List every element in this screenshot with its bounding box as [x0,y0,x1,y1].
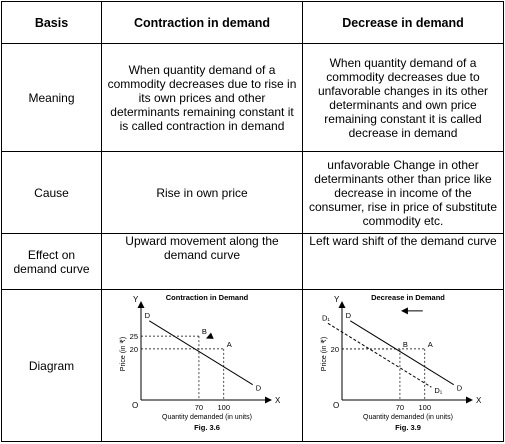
y-tick-label-0: 20 [331,345,339,354]
x-tick-label-1: 100 [419,403,432,412]
x-axis-letter: X [275,396,281,405]
diagram-decrease-cell: Decrease in Demand Y X O Quantity demanded (… [302,289,504,442]
chart-contraction-in-demand: Contraction in Demand Y X O Quantity demande… [119,293,281,432]
chart-title: Decrease in Demand [371,293,445,302]
movement-arrow [206,332,214,339]
demand-curve-1 [327,322,432,388]
origin-label: O [333,401,339,410]
chart-title: Contraction in Demand [166,293,249,302]
header-row: Basis Contraction in demand Decrease in … [1,1,504,44]
demand-curve-0 [149,320,253,386]
demand-curve-0 [350,320,454,386]
row-cause: Cause Rise in own price unfavorable Chan… [1,151,504,234]
curve-label-end-1: D₁ [434,386,442,395]
y-axis-label: Price (in ₹) [320,337,328,371]
curve-label-start-1: D₁ [322,313,330,322]
figure-label: Fig. 3.6 [194,423,220,432]
y-axis-label: Price (in ₹) [119,337,127,371]
curve-label-start-0: D [145,311,151,320]
point-label-B: B [403,340,408,349]
row-diagram: Diagram Contraction in Demand Y X O Quantity… [1,289,504,442]
point-label-A: A [428,340,433,349]
label-diagram: Diagram [1,289,102,442]
y-tick-label-1: 20 [130,345,138,354]
point-label-B: B [202,327,207,336]
x-axis-label: Quantity demanded (in units) [363,414,453,421]
diagram-contraction-cell: Contraction in Demand Y X O Quantity demande… [101,289,303,442]
origin-label: O [132,401,138,410]
point-label-A: A [227,340,232,349]
label-effect: Effect on demand curve [1,233,102,290]
x-tick-label-0: 70 [195,403,203,412]
curve-label-end-0: D [256,384,262,393]
y-axis-letter: Y [133,295,139,304]
x-axis-label: Quantity demanded (in units) [162,414,252,421]
header-basis: Basis [1,1,102,44]
curve-label-start-0: D [346,311,352,320]
cause-contraction: Rise in own price [101,151,303,234]
header-decrease: Decrease in demand [302,1,504,44]
y-axis-letter: Y [334,295,340,304]
label-meaning: Meaning [1,43,102,152]
effect-contraction: Upward movement along the demand curve [101,233,303,290]
curve-label-end-0: D [457,384,463,393]
meaning-decrease: When quantity demand of a commodity decr… [302,43,504,152]
chart-decrease-in-demand: Decrease in Demand Y X O Quantity demanded (… [320,293,482,432]
header-contraction: Contraction in demand [101,1,303,44]
y-tick-label-0: 25 [130,332,138,341]
row-meaning: Meaning When quantity demand of a commod… [1,43,504,152]
label-cause: Cause [1,151,102,234]
effect-decrease: Left ward shift of the demand curve [302,233,504,290]
x-tick-label-0: 70 [396,403,404,412]
x-tick-label-1: 100 [218,403,231,412]
x-axis-letter: X [476,396,482,405]
meaning-contraction: When quantity demand of a commodity decr… [101,43,303,152]
row-effect: Effect on demand curve Upward movement a… [1,233,504,290]
cause-decrease: unfavorable Change in other determinants… [302,151,504,234]
figure-label: Fig. 3.9 [395,423,421,432]
